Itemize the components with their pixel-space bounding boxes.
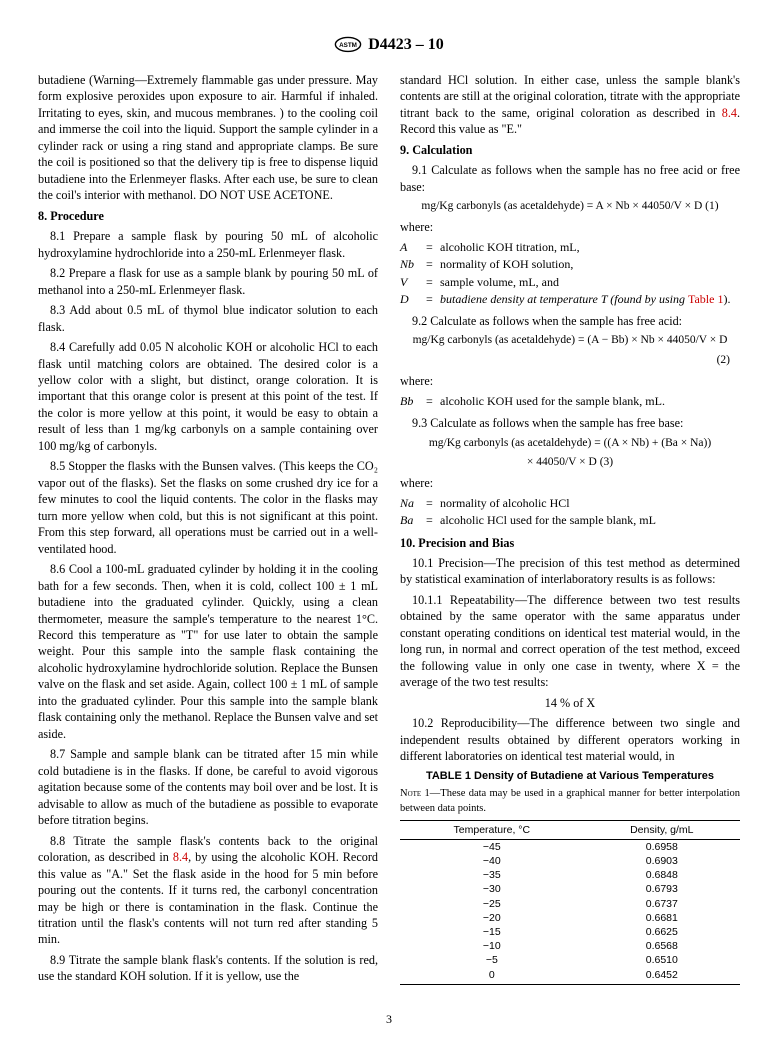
cell-temperature: −35: [400, 868, 584, 882]
where-label-1: where:: [400, 219, 740, 235]
step-8-9: 8.9 Titrate the sample blank flask's con…: [38, 952, 378, 985]
cell-temperature: −15: [400, 925, 584, 939]
where-label-2: where:: [400, 373, 740, 389]
table-1-block: TABLE 1 Density of Butadiene at Various …: [400, 769, 740, 985]
crossref-8-4-b[interactable]: 8.4: [722, 106, 737, 120]
cell-density: 0.6568: [584, 939, 740, 953]
note-label: Note 1—: [400, 788, 440, 799]
def-Na: normality of alcoholic HCl: [440, 495, 740, 511]
equation-3-line2: × 44050/V × D (3): [400, 455, 740, 471]
col-header-temperature: Temperature, °C: [400, 820, 584, 839]
step-8-5: 8.5 Stopper the flasks with the Bunsen v…: [38, 458, 378, 557]
crossref-table-1[interactable]: Table 1: [688, 292, 723, 306]
def-V: sample volume, mL, and: [440, 274, 740, 290]
sym-V: V: [400, 274, 426, 290]
cell-temperature: −45: [400, 839, 584, 854]
crossref-8-4[interactable]: 8.4: [173, 850, 188, 864]
table-row: −100.6568: [400, 939, 740, 953]
svg-text:ASTM: ASTM: [339, 42, 357, 49]
cell-density: 0.6793: [584, 882, 740, 896]
step-8-8-text-b: , by using the alcoholic KOH. Record thi…: [38, 850, 378, 946]
step-8-4: 8.4 Carefully add 0.05 N alcoholic KOH o…: [38, 339, 378, 454]
equation-2-number: (2): [400, 353, 740, 369]
cell-density: 0.6903: [584, 854, 740, 868]
sym-Ba: Ba: [400, 512, 426, 528]
step-8-1: 8.1 Prepare a sample flask by pouring 50…: [38, 228, 378, 261]
section-9-title: 9. Calculation: [400, 142, 740, 158]
equation-3-line1: mg/Kg carbonyls (as acetaldehyde) = ((A …: [400, 436, 740, 452]
cell-temperature: −10: [400, 939, 584, 953]
cell-density: 0.6681: [584, 911, 740, 925]
cell-density: 0.6737: [584, 897, 740, 911]
where-label-3: where:: [400, 475, 740, 491]
col-header-density: Density, g/mL: [584, 820, 740, 839]
definition-list-1: A=alcoholic KOH titration, mL, Nb=normal…: [400, 239, 740, 307]
step-8-9-continued: standard HCl solution. In either case, u…: [400, 72, 740, 138]
table-1-note: Note 1—These data may be used in a graph…: [400, 787, 740, 815]
step-9-2: 9.2 Calculate as follows when the sample…: [400, 313, 740, 329]
table-1-title: TABLE 1 Density of Butadiene at Various …: [400, 769, 740, 784]
cell-temperature: −30: [400, 882, 584, 896]
designation-number: D4423 – 10: [368, 36, 444, 54]
astm-logo-icon: ASTM: [334, 36, 362, 54]
step-8-8: 8.8 Titrate the sample flask's contents …: [38, 833, 378, 948]
section-8-title: 8. Procedure: [38, 208, 378, 224]
equation-2-line1: mg/Kg carbonyls (as acetaldehyde) = (A −…: [400, 333, 740, 349]
def-Nb: normality of KOH solution,: [440, 256, 740, 272]
sym-A: A: [400, 239, 426, 255]
cell-temperature: 0: [400, 968, 584, 985]
cell-temperature: −5: [400, 953, 584, 967]
table-row: −150.6625: [400, 925, 740, 939]
step-10-1: 10.1 Precision—The precision of this tes…: [400, 555, 740, 588]
table-row: −450.6958: [400, 839, 740, 854]
table-row: −250.6737: [400, 897, 740, 911]
sym-Nb: Nb: [400, 256, 426, 272]
step-8-6: 8.6 Cool a 100-mL graduated cylinder by …: [38, 561, 378, 742]
table-row: 00.6452: [400, 968, 740, 985]
cell-temperature: −40: [400, 854, 584, 868]
page-number: 3: [0, 1012, 778, 1027]
sym-Na: Na: [400, 495, 426, 511]
step-8-3: 8.3 Add about 0.5 mL of thymol blue indi…: [38, 302, 378, 335]
note-text: These data may be used in a graphical ma…: [400, 788, 740, 813]
page-container: ASTM D4423 – 10 butadiene (Warning—Extre…: [0, 0, 778, 1041]
document-header: ASTM D4423 – 10: [38, 36, 740, 54]
equation-1: mg/Kg carbonyls (as acetaldehyde) = A × …: [400, 199, 740, 215]
cell-density: 0.6625: [584, 925, 740, 939]
cell-density: 0.6452: [584, 968, 740, 985]
table-row: −400.6903: [400, 854, 740, 868]
cell-temperature: −20: [400, 911, 584, 925]
table-row: −200.6681: [400, 911, 740, 925]
def-Ba: alcoholic HCl used for the sample blank,…: [440, 512, 740, 528]
cell-density: 0.6958: [584, 839, 740, 854]
table-row: −300.6793: [400, 882, 740, 896]
cell-density: 0.6848: [584, 868, 740, 882]
intro-paragraph: butadiene (Warning—Extremely flammable g…: [38, 72, 378, 204]
sym-D: D: [400, 291, 426, 307]
def-Bb: alcoholic KOH used for the sample blank,…: [440, 393, 740, 409]
sym-Bb: Bb: [400, 393, 426, 409]
def-A: alcoholic KOH titration, mL,: [440, 239, 740, 255]
step-8-2: 8.2 Prepare a flask for use as a sample …: [38, 265, 378, 298]
definition-list-3: Na=normality of alcoholic HCl Ba=alcohol…: [400, 495, 740, 528]
step-8-7: 8.7 Sample and sample blank can be titra…: [38, 746, 378, 828]
def-D: butadiene density at temperature T (foun…: [440, 291, 740, 307]
step-9-1: 9.1 Calculate as follows when the sample…: [400, 162, 740, 195]
table-row: −50.6510: [400, 953, 740, 967]
step-10-2: 10.2 Reproducibility—The difference betw…: [400, 715, 740, 764]
body-columns: butadiene (Warning—Extremely flammable g…: [38, 72, 740, 987]
cell-temperature: −25: [400, 897, 584, 911]
table-header-row: Temperature, °C Density, g/mL: [400, 820, 740, 839]
step-9-3: 9.3 Calculate as follows when the sample…: [400, 415, 740, 431]
definition-list-2: Bb=alcoholic KOH used for the sample bla…: [400, 393, 740, 409]
cell-density: 0.6510: [584, 953, 740, 967]
repeatability-value: 14 % of X: [400, 695, 740, 711]
cont-text-a: standard HCl solution. In either case, u…: [400, 73, 740, 120]
table-row: −350.6848: [400, 868, 740, 882]
step-10-1-1: 10.1.1 Repeatability—The difference betw…: [400, 592, 740, 691]
section-10-title: 10. Precision and Bias: [400, 535, 740, 551]
density-table: Temperature, °C Density, g/mL −450.6958−…: [400, 820, 740, 985]
